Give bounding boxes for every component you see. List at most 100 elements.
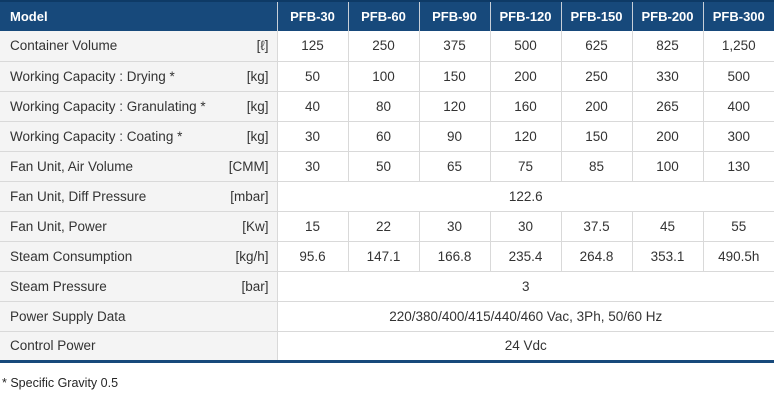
- value-cell: 490.5h: [702, 241, 774, 272]
- value-cell: 30: [418, 211, 490, 242]
- value-cell: 250: [347, 31, 419, 62]
- table-row: Working Capacity : Coating * [kg] 30 60 90 12…: [0, 121, 774, 152]
- row-label-cell: Steam Pressure [bar]: [0, 271, 277, 302]
- model-header-cell: Model: [0, 1, 277, 31]
- merged-value-cell: 3: [276, 271, 774, 302]
- value-cell: 85: [560, 151, 632, 182]
- row-label-wrap: Working Capacity : Coating * [kg]: [0, 122, 277, 151]
- value-cell: 15: [276, 211, 348, 242]
- row-label-wrap: Fan Unit, Diff Pressure [mbar]: [0, 182, 277, 211]
- column-header-pfb-90: PFB-90: [418, 1, 490, 31]
- footnote: * Specific Gravity 0.5: [2, 375, 119, 390]
- row-label-cell: Control Power: [0, 331, 277, 361]
- value-cell: 120: [418, 91, 490, 122]
- row-label-cell: Working Capacity : Drying * [kg]: [0, 61, 277, 92]
- table-row: Fan Unit, Air Volume [CMM] 30 50 65 75 85 100 13…: [0, 151, 774, 182]
- table-row: Working Capacity : Granulating * [kg] 40 80…: [0, 91, 774, 122]
- value-cell: 1,250: [702, 31, 774, 62]
- value-cell: 250: [560, 61, 632, 92]
- row-label-wrap: Fan Unit, Air Volume [CMM]: [0, 152, 277, 181]
- value-cell: 300: [702, 121, 774, 152]
- table-header: Model PFB-30 PFB-60 PFB-90 PFB-120 PFB-150 PF…: [0, 1, 774, 31]
- value-cell: 353.1: [631, 241, 703, 272]
- row-label-wrap: Working Capacity : Granulating * [kg]: [0, 92, 277, 121]
- value-cell: 264.8: [560, 241, 632, 272]
- row-label-cell: Working Capacity : Granulating * [kg]: [0, 91, 277, 122]
- table-row: Container Volume [ℓ] 125 250 375 500 625 825 1,2…: [0, 31, 774, 62]
- value-cell: 37.5: [560, 211, 632, 242]
- value-cell: 400: [702, 91, 774, 122]
- column-header-pfb-200: PFB-200: [631, 1, 703, 31]
- column-header-pfb-60: PFB-60: [347, 1, 419, 31]
- row-unit: [kg]: [246, 98, 269, 114]
- value-cell: 22: [347, 211, 419, 242]
- row-label-wrap: Control Power: [0, 332, 277, 360]
- value-cell: 500: [702, 61, 774, 92]
- row-label-wrap: Steam Consumption [kg/h]: [0, 242, 277, 271]
- merged-value-cell: 24 Vdc: [276, 331, 774, 361]
- row-label: Working Capacity : Drying *: [10, 68, 175, 84]
- column-header-pfb-120: PFB-120: [489, 1, 561, 31]
- value-cell: 150: [560, 121, 632, 152]
- merged-value-cell: 122.6: [276, 181, 774, 212]
- value-cell: 625: [560, 31, 632, 62]
- table-row: Working Capacity : Drying * [kg] 50 100 150 2…: [0, 61, 774, 92]
- table-row: Fan Unit, Diff Pressure [mbar] 122.6: [0, 181, 774, 212]
- value-cell: 100: [347, 61, 419, 92]
- row-unit: [kg]: [246, 128, 269, 144]
- value-cell: 160: [489, 91, 561, 122]
- row-label-cell: Fan Unit, Air Volume [CMM]: [0, 151, 277, 182]
- value-cell: 45: [631, 211, 703, 242]
- row-label-wrap: Container Volume [ℓ]: [0, 31, 277, 61]
- value-cell: 500: [489, 31, 561, 62]
- value-cell: 65: [418, 151, 490, 182]
- table-row: Steam Consumption [kg/h] 95.6 147.1 166.8 235…: [0, 241, 774, 272]
- column-header-pfb-30: PFB-30: [276, 1, 348, 31]
- value-cell: 80: [347, 91, 419, 122]
- row-unit: [ℓ]: [256, 38, 269, 54]
- table-row: Steam Pressure [bar] 3: [0, 271, 774, 302]
- row-label: Power Supply Data: [10, 308, 126, 324]
- value-cell: 50: [347, 151, 419, 182]
- value-cell: 200: [560, 91, 632, 122]
- column-header-pfb-150: PFB-150: [560, 1, 632, 31]
- table-row: Power Supply Data 220/380/400/415/440/460…: [0, 301, 774, 332]
- value-cell: 166.8: [418, 241, 490, 272]
- spec-sheet: Model PFB-30 PFB-60 PFB-90 PFB-120 PFB-150 PF…: [0, 0, 774, 390]
- row-label: Control Power: [10, 338, 96, 353]
- value-cell: 200: [489, 61, 561, 92]
- value-cell: 825: [631, 31, 703, 62]
- value-cell: 200: [631, 121, 703, 152]
- row-unit: [kg]: [246, 68, 269, 84]
- value-cell: 147.1: [347, 241, 419, 272]
- table-row: Control Power 24 Vdc: [0, 331, 774, 361]
- value-cell: 235.4: [489, 241, 561, 272]
- column-header-pfb-300: PFB-300: [702, 1, 774, 31]
- value-cell: 375: [418, 31, 490, 62]
- table-body: Container Volume [ℓ] 125 250 375 500 625 825 1,2…: [0, 31, 774, 361]
- row-unit: [CMM]: [228, 158, 269, 174]
- header-row: Model PFB-30 PFB-60 PFB-90 PFB-120 PFB-150 PF…: [0, 1, 774, 31]
- value-cell: 100: [631, 151, 703, 182]
- row-label-cell: Working Capacity : Coating * [kg]: [0, 121, 277, 152]
- value-cell: 130: [702, 151, 774, 182]
- row-unit: [mbar]: [230, 188, 269, 204]
- value-cell: 90: [418, 121, 490, 152]
- table-row: Fan Unit, Power [Kw] 15 22 30 30 37.5 45 55: [0, 211, 774, 242]
- row-label: Working Capacity : Granulating *: [10, 98, 206, 114]
- value-cell: 95.6: [276, 241, 348, 272]
- value-cell: 330: [631, 61, 703, 92]
- row-label-cell: Steam Consumption [kg/h]: [0, 241, 277, 272]
- spec-table: Model PFB-30 PFB-60 PFB-90 PFB-120 PFB-150 PF…: [0, 0, 774, 363]
- row-label: Container Volume: [10, 38, 118, 54]
- row-label: Fan Unit, Diff Pressure: [10, 188, 147, 204]
- row-unit: [bar]: [241, 278, 269, 294]
- value-cell: 40: [276, 91, 348, 122]
- value-cell: 30: [276, 151, 348, 182]
- value-cell: 120: [489, 121, 561, 152]
- row-label: Steam Consumption: [10, 248, 133, 264]
- row-label-wrap: Fan Unit, Power [Kw]: [0, 212, 277, 241]
- value-cell: 50: [276, 61, 348, 92]
- row-label: Steam Pressure: [10, 278, 107, 294]
- row-label-wrap: Power Supply Data: [0, 302, 277, 331]
